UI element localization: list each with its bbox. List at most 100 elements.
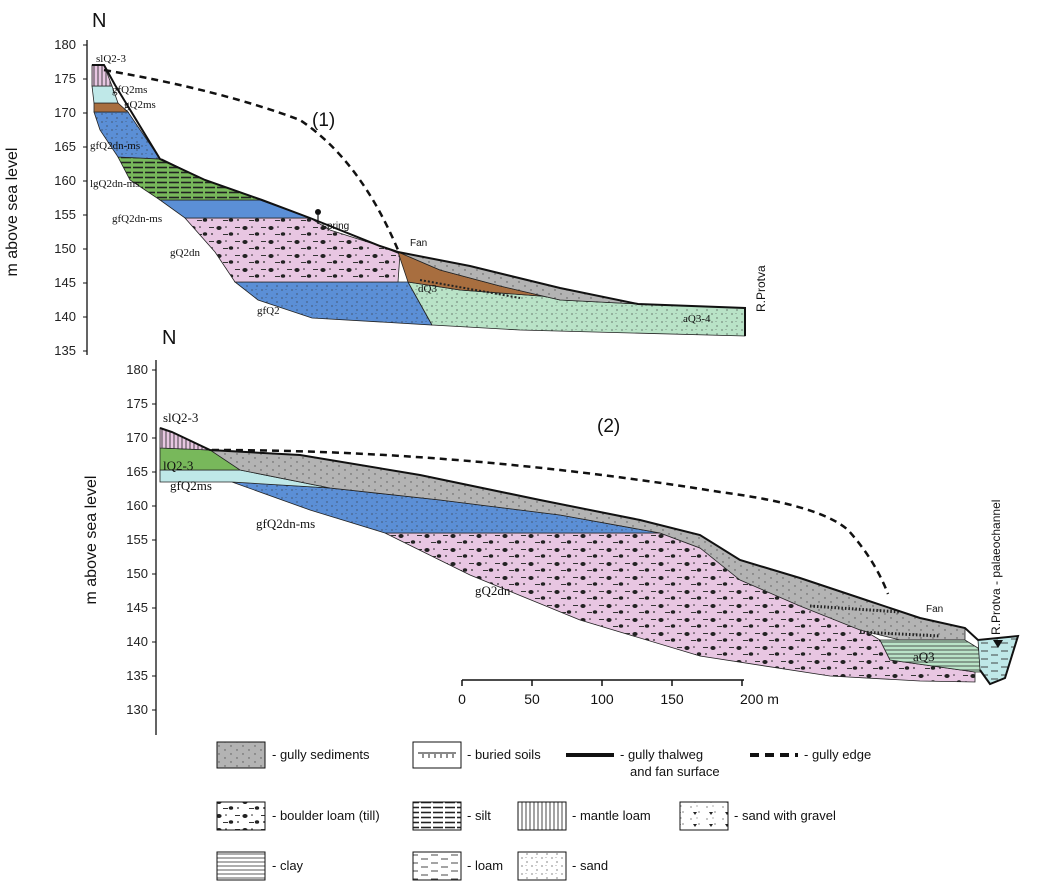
unit-label: lgQ2dn-ms (90, 178, 140, 190)
unit-label: gQ2dn (475, 583, 511, 598)
scale-tick-label: 0 (458, 691, 466, 707)
legend-item-clay: - clay (216, 851, 304, 881)
legend-item-mantle-loam: - mantle loam (517, 801, 651, 831)
layer-gfQ2dnms-sand (94, 112, 160, 159)
y-tick-label: 175 (126, 396, 148, 411)
legend-label: - buried soils (467, 747, 541, 762)
y-axis-label: m above sea level (83, 476, 100, 605)
fan-label: Fan (926, 604, 943, 615)
gully-edge-line (103, 68, 400, 251)
north-label: N (92, 10, 106, 32)
layer-gQ2ms (93, 102, 130, 113)
unit-label: lQ2-3 (163, 458, 193, 473)
legend-label: - boulder loam (till) (272, 808, 380, 823)
legend-item-sand-gravel: - sand with gravel (679, 801, 836, 831)
y-tick-label: 160 (54, 173, 76, 188)
y-tick-label: 155 (126, 532, 148, 547)
panel-number: (2) (597, 416, 620, 437)
gully-thalweg-line (159, 427, 1020, 686)
y-tick-label: 150 (126, 566, 148, 581)
unit-label: dQ3 (418, 283, 437, 295)
river-marker (993, 640, 1003, 648)
gully-edge-line (211, 448, 890, 595)
y-ticks: 180 175 170 165 160 155 150 145 140 135 (54, 37, 87, 358)
buried-soil-line (809, 604, 901, 614)
unit-label: gfQ2ms (112, 84, 147, 96)
y-tick-label: 135 (126, 668, 148, 683)
unit-label: gfQ2dn-ms (256, 516, 315, 531)
legend-item-silt: - silt (412, 801, 491, 831)
y-tick-label: 180 (54, 37, 76, 52)
y-tick-label: 170 (54, 105, 76, 120)
legend-item-gully-sediments: - gully sediments (216, 741, 370, 769)
legend-label: - silt (467, 808, 491, 823)
unit-label: gfQ2dn-ms (90, 140, 140, 152)
unit-label: gQ2dn (170, 247, 200, 259)
legend-label: - gully thalweg (620, 747, 703, 762)
legend-item-boulder-loam: - boulder loam (till) (216, 801, 380, 831)
north-label: N (162, 327, 176, 349)
y-tick-label: 145 (126, 600, 148, 615)
layer-palaeochannel-loam (978, 636, 1018, 684)
y-tick-label: 165 (54, 139, 76, 154)
y-ticks: 180 175 170 165 160 155 150 145 140 135 … (126, 362, 156, 717)
legend: - gully sediments - buried soils - gully… (216, 741, 871, 881)
scale-tick-label: 150 (660, 691, 684, 707)
y-tick-label: 165 (126, 464, 148, 479)
y-axis-label: m above sea level (4, 148, 21, 277)
river-label: R.Protva - palaeochannel (989, 500, 1003, 635)
legend-label: - loam (467, 858, 503, 873)
unit-label: gfQ2dn-ms (112, 213, 162, 225)
spring-marker (315, 209, 321, 224)
panel-1: N m above sea level 180 175 170 165 160 … (4, 10, 768, 358)
scale-tick-label: 50 (524, 691, 540, 707)
legend-item-thalweg: - gully thalweg and fan surface (566, 747, 720, 779)
layer-gQ2dn-till (385, 533, 975, 682)
layer-gQ2dn-till (185, 218, 400, 282)
buried-soil-line (419, 279, 521, 299)
legend-item-loam: - loam (412, 851, 503, 881)
panel-number: (1) (312, 110, 335, 131)
layer-slQ23-mantle (92, 65, 112, 86)
gully-thalweg-line (92, 64, 746, 336)
river-label: R.Protva (754, 265, 768, 312)
buried-soil-line (859, 630, 941, 638)
y-tick-label: 180 (126, 362, 148, 377)
legend-label: - sand (572, 858, 608, 873)
scale-tick-label: 200 m (740, 691, 779, 707)
legend-label: - clay (272, 858, 304, 873)
legend-label: - gully edge (804, 747, 871, 762)
layer-aQ34-sand (408, 282, 745, 336)
unit-label: aQ3 (913, 649, 935, 664)
y-tick-label: 140 (54, 309, 76, 324)
y-tick-label: 140 (126, 634, 148, 649)
spring-label: spring (322, 221, 349, 232)
y-tick-label: 160 (126, 498, 148, 513)
unit-label: gQ2ms (124, 99, 156, 111)
unit-label: slQ2-3 (96, 53, 126, 65)
legend-label: and fan surface (630, 764, 720, 779)
unit-label: slQ2-3 (163, 410, 198, 425)
unit-label: gfQ2 (257, 305, 280, 317)
panel-2: N m above sea level 180 175 170 165 160 … (83, 327, 1020, 735)
y-tick-label: 175 (54, 71, 76, 86)
y-tick-label: 150 (54, 241, 76, 256)
legend-label: - gully sediments (272, 747, 370, 762)
scale-bar: 0 50 100 150 200 m (458, 679, 779, 707)
legend-item-buried-soils: - buried soils (412, 741, 541, 769)
panel-2-layers (159, 427, 1019, 685)
legend-item-sand: - sand (517, 851, 608, 881)
panel-1-layers (91, 64, 746, 337)
y-tick-label: 170 (126, 430, 148, 445)
y-tick-label: 155 (54, 207, 76, 222)
legend-item-gully-edge: - gully edge (750, 747, 871, 762)
scale-tick-label: 100 (590, 691, 614, 707)
y-tick-label: 135 (54, 343, 76, 358)
fan-label: Fan (410, 238, 427, 249)
layer-lgQ2dnms-silt (118, 157, 262, 200)
unit-label: gfQ2ms (170, 478, 212, 493)
unit-label: aQ3-4 (683, 313, 711, 325)
legend-label: - sand with gravel (734, 808, 836, 823)
y-tick-label: 145 (54, 275, 76, 290)
